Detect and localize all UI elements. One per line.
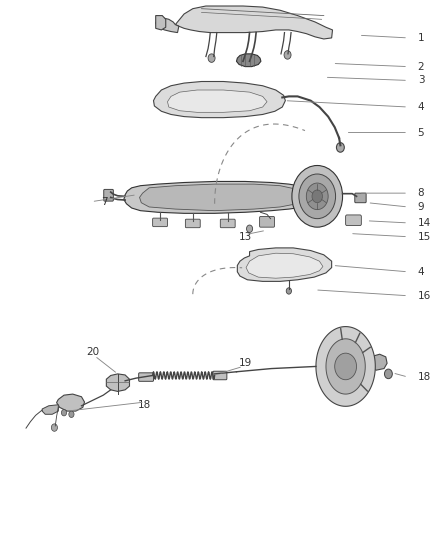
FancyBboxPatch shape bbox=[152, 218, 167, 227]
Polygon shape bbox=[326, 339, 365, 394]
Polygon shape bbox=[155, 15, 166, 30]
FancyBboxPatch shape bbox=[346, 215, 361, 225]
FancyBboxPatch shape bbox=[104, 189, 113, 201]
FancyBboxPatch shape bbox=[355, 193, 366, 203]
Circle shape bbox=[336, 143, 344, 152]
Circle shape bbox=[286, 288, 291, 294]
Text: 2: 2 bbox=[418, 62, 424, 71]
Text: 9: 9 bbox=[418, 202, 424, 212]
Polygon shape bbox=[153, 82, 286, 118]
Circle shape bbox=[208, 54, 215, 62]
FancyBboxPatch shape bbox=[139, 373, 153, 381]
Polygon shape bbox=[42, 405, 58, 414]
Circle shape bbox=[51, 424, 57, 431]
Circle shape bbox=[312, 190, 322, 203]
Polygon shape bbox=[370, 354, 387, 370]
FancyBboxPatch shape bbox=[213, 371, 227, 379]
Text: 8: 8 bbox=[418, 188, 424, 198]
FancyBboxPatch shape bbox=[220, 219, 235, 228]
Circle shape bbox=[69, 411, 74, 417]
Polygon shape bbox=[155, 18, 179, 33]
Text: 7: 7 bbox=[101, 197, 108, 207]
Text: 13: 13 bbox=[239, 232, 252, 242]
Text: 15: 15 bbox=[418, 232, 431, 242]
Text: 1: 1 bbox=[418, 33, 424, 43]
Text: 4: 4 bbox=[418, 267, 424, 277]
Circle shape bbox=[292, 165, 343, 227]
Circle shape bbox=[335, 353, 357, 379]
Polygon shape bbox=[124, 181, 319, 213]
Text: 18: 18 bbox=[138, 400, 152, 410]
Circle shape bbox=[61, 409, 67, 416]
Polygon shape bbox=[316, 327, 375, 406]
Circle shape bbox=[306, 183, 328, 209]
FancyBboxPatch shape bbox=[185, 219, 200, 228]
Polygon shape bbox=[57, 394, 85, 411]
Polygon shape bbox=[167, 90, 267, 112]
Text: 3: 3 bbox=[418, 76, 424, 85]
Text: 4: 4 bbox=[418, 102, 424, 112]
Polygon shape bbox=[140, 184, 302, 211]
Polygon shape bbox=[237, 54, 261, 67]
Text: 20: 20 bbox=[86, 346, 99, 357]
Circle shape bbox=[299, 174, 336, 219]
Text: 16: 16 bbox=[418, 290, 431, 301]
Polygon shape bbox=[106, 374, 130, 391]
Polygon shape bbox=[246, 253, 323, 278]
Circle shape bbox=[284, 51, 291, 59]
Text: 19: 19 bbox=[239, 358, 252, 368]
Text: 18: 18 bbox=[418, 372, 431, 382]
Text: 5: 5 bbox=[418, 127, 424, 138]
Circle shape bbox=[247, 225, 253, 232]
Circle shape bbox=[385, 369, 392, 378]
FancyBboxPatch shape bbox=[260, 216, 275, 227]
Text: 14: 14 bbox=[418, 218, 431, 228]
Polygon shape bbox=[237, 248, 332, 281]
Polygon shape bbox=[175, 6, 332, 39]
